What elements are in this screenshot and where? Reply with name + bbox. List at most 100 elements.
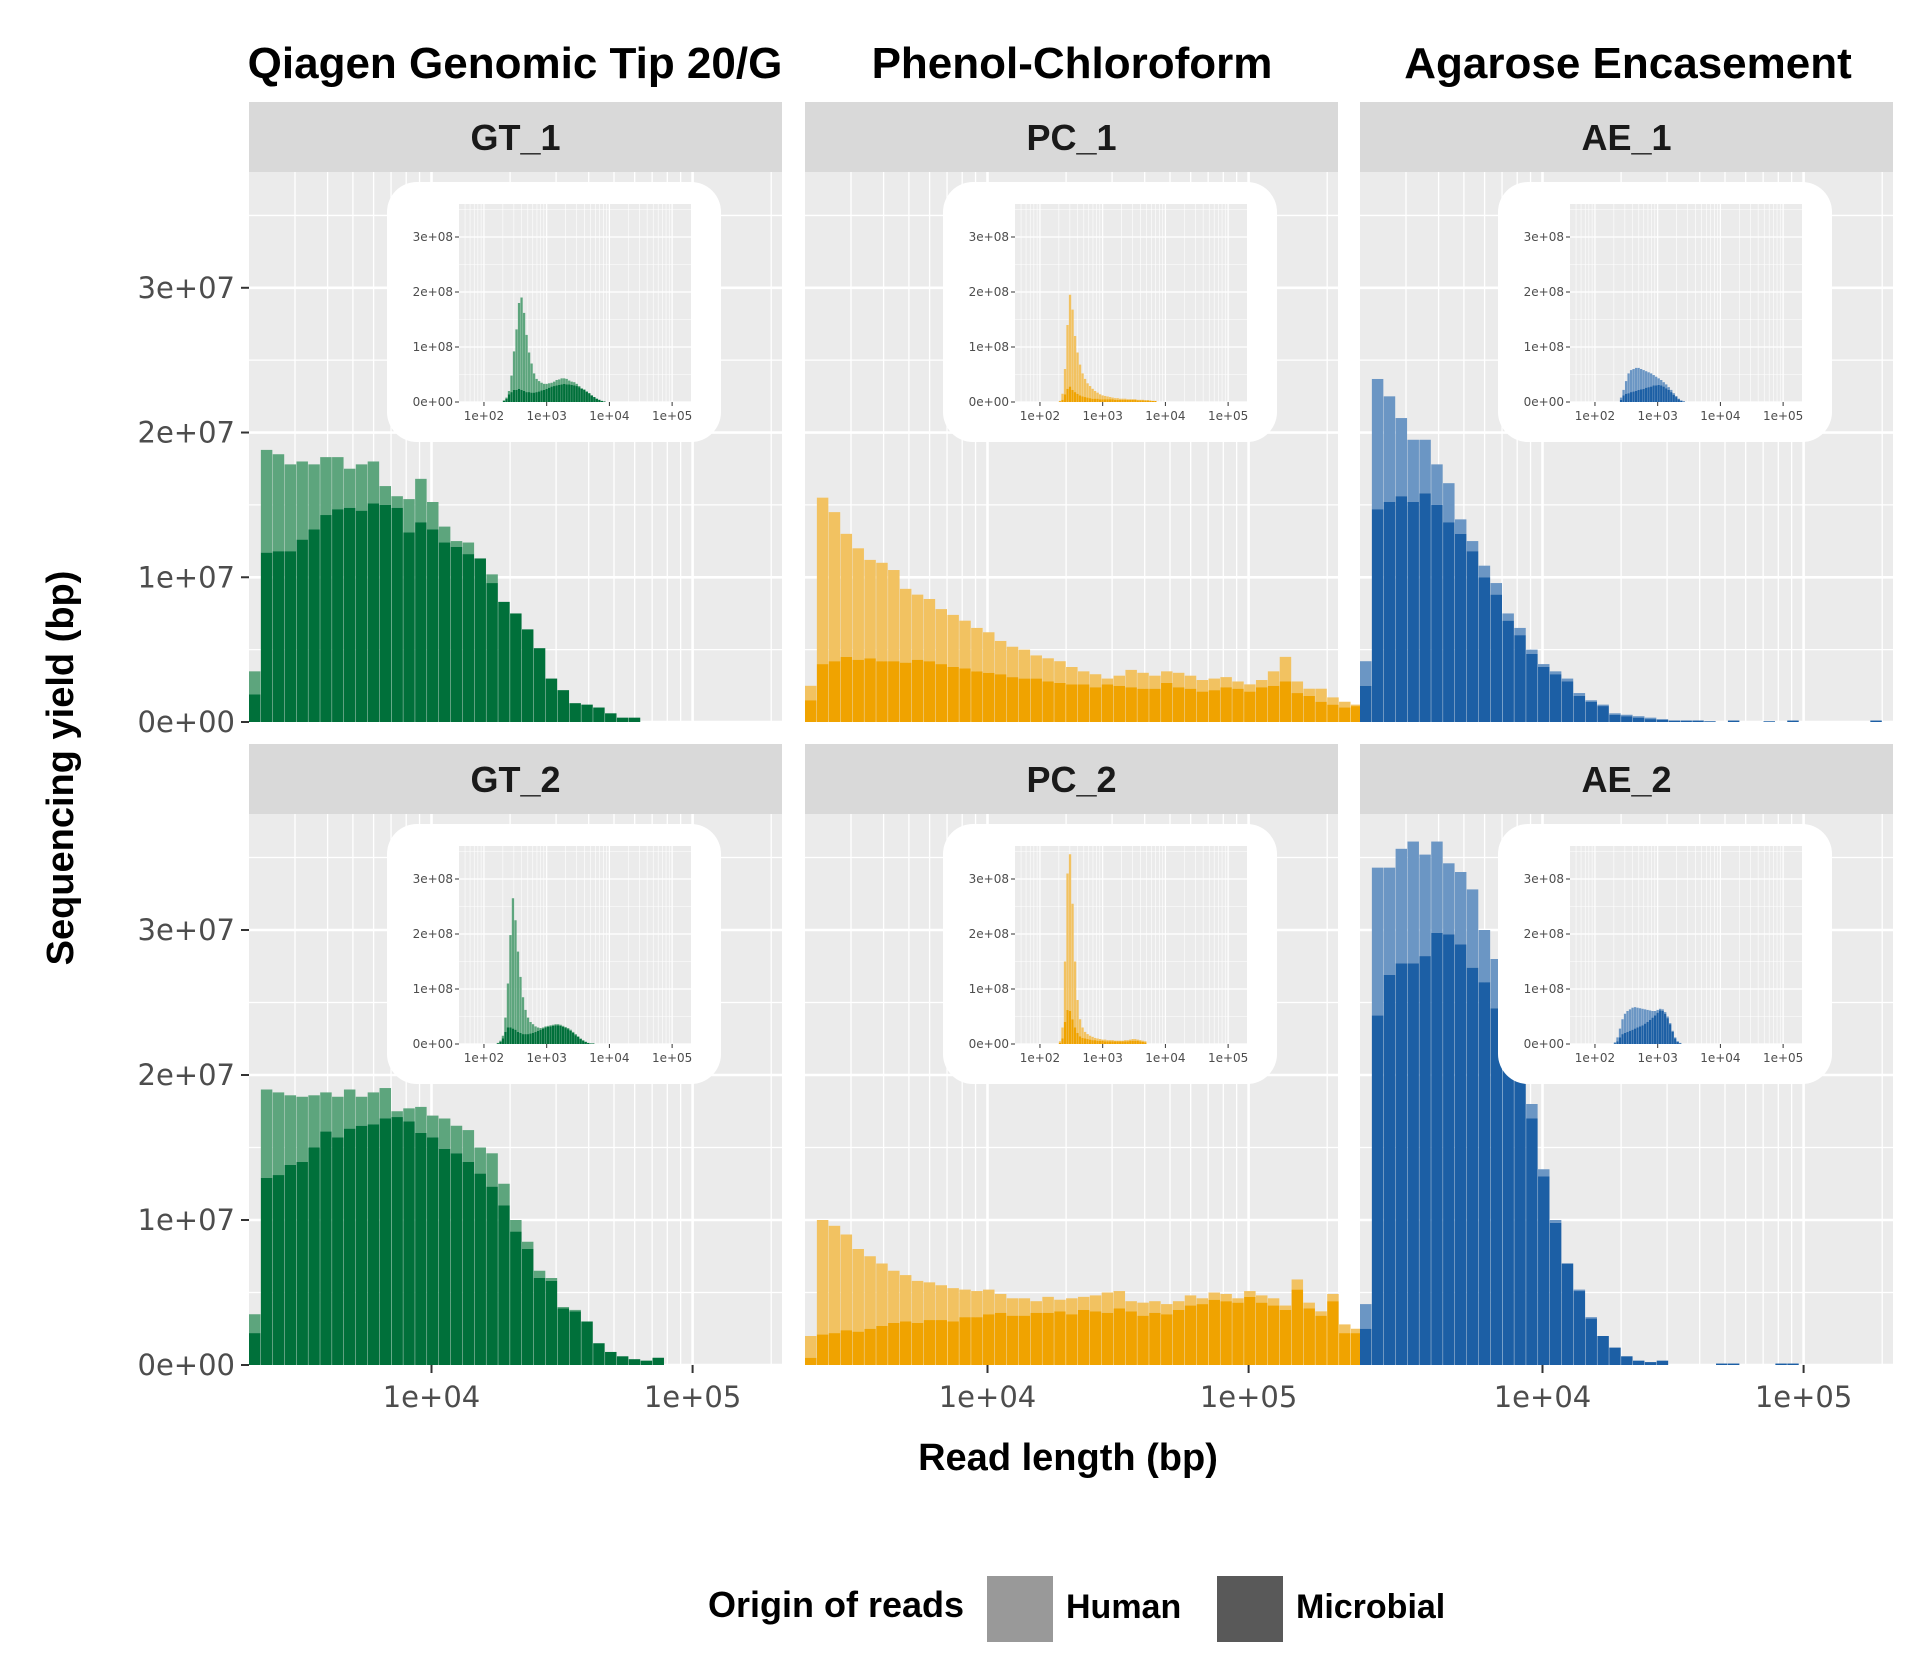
inset-bar-human bbox=[1116, 1040, 1119, 1042]
bar-microbial bbox=[427, 1137, 439, 1365]
inset-bar-human bbox=[1621, 1019, 1624, 1035]
bar-microbial bbox=[474, 1173, 486, 1365]
inset-bar-microbial bbox=[1121, 399, 1124, 402]
inset-bar-microbial bbox=[1613, 1043, 1617, 1044]
inset-bar-microbial bbox=[1633, 1028, 1637, 1044]
bar-microbial bbox=[805, 1357, 817, 1365]
x-tick-label: 1e+05 bbox=[644, 1380, 742, 1414]
bar-human bbox=[1407, 439, 1419, 502]
bar-microbial bbox=[1291, 693, 1304, 722]
bar-microbial bbox=[1371, 1015, 1384, 1365]
inset-bar-microbial bbox=[1146, 400, 1149, 402]
inset-bar-microbial bbox=[1058, 401, 1062, 402]
x-tick-label: 1e+05 bbox=[1200, 1380, 1298, 1414]
inset-bar-human bbox=[583, 389, 586, 390]
legend-label-human: Human bbox=[1066, 1588, 1181, 1626]
inset-y-tick-label: 2e+08 bbox=[969, 927, 1009, 941]
inset-bar-microbial bbox=[1667, 389, 1670, 402]
inset-bar-human bbox=[1068, 294, 1072, 387]
bar-human bbox=[899, 588, 912, 663]
inset-bar-microbial bbox=[1136, 400, 1139, 402]
inset-bar-microbial bbox=[1652, 385, 1655, 402]
bar-human bbox=[1042, 1296, 1054, 1313]
inset-y-tick-label: 0e+00 bbox=[1524, 395, 1564, 409]
inset-bar-human bbox=[544, 1026, 547, 1028]
bar-microbial bbox=[994, 674, 1007, 722]
inset-bar-human bbox=[1134, 1039, 1137, 1041]
bar-microbial bbox=[1255, 1302, 1268, 1365]
inset-bar-human bbox=[1121, 398, 1124, 400]
bar-microbial bbox=[367, 503, 380, 722]
inset-bar-microbial bbox=[1083, 1038, 1087, 1044]
bar-microbial bbox=[391, 1117, 403, 1365]
inset-bar-microbial bbox=[1651, 1017, 1654, 1044]
bar-human bbox=[923, 598, 936, 662]
inset-bar-human bbox=[522, 312, 526, 391]
bar-human bbox=[427, 502, 439, 530]
inset-x-tick-label: 1e+05 bbox=[1763, 409, 1803, 423]
bar-human bbox=[1149, 1301, 1161, 1313]
inset-bar-human bbox=[511, 898, 515, 1029]
inset-bar-human bbox=[1664, 1012, 1667, 1014]
bar-microbial bbox=[1538, 667, 1550, 722]
bar-microbial bbox=[1255, 687, 1268, 722]
bar-microbial bbox=[840, 1330, 853, 1365]
inset-bar-microbial bbox=[1676, 1041, 1679, 1044]
inset-bar-microbial bbox=[593, 397, 596, 402]
bar-human bbox=[367, 1092, 380, 1125]
bar-human bbox=[840, 1234, 853, 1331]
bar-human bbox=[474, 1147, 486, 1174]
inset-x-tick-label: 1e+02 bbox=[1020, 409, 1060, 423]
inset-bar-human bbox=[582, 1040, 585, 1041]
inset-bar-microbial bbox=[1091, 398, 1094, 402]
bar-microbial bbox=[1466, 551, 1479, 722]
inset-x-tick-label: 1e+04 bbox=[589, 1051, 629, 1065]
inset-bar-microbial bbox=[1106, 1041, 1109, 1044]
inset-bar-microbial bbox=[570, 384, 573, 402]
bar-human bbox=[1101, 1292, 1114, 1313]
inset-bar-human bbox=[1141, 399, 1144, 401]
inset-bar-microbial bbox=[545, 388, 548, 402]
inset-bar-human bbox=[515, 329, 518, 390]
inset-bar-microbial bbox=[501, 1038, 505, 1044]
bar-microbial bbox=[462, 554, 475, 722]
bar-microbial bbox=[876, 1325, 888, 1365]
bar-microbial bbox=[1538, 1176, 1550, 1365]
inset-bar-microbial bbox=[1657, 384, 1660, 402]
bar-microbial bbox=[1232, 688, 1244, 722]
bar-microbial bbox=[1042, 681, 1054, 722]
bar-microbial bbox=[581, 704, 593, 722]
inset-bar-microbial bbox=[592, 1043, 595, 1044]
inset-bar-human bbox=[550, 382, 553, 387]
bar-human bbox=[1395, 848, 1408, 964]
inset-bar-human bbox=[1076, 1000, 1079, 1033]
inset-bar-microbial bbox=[556, 1025, 560, 1044]
inset-bar-human bbox=[1141, 1040, 1144, 1042]
inset-bar-human bbox=[1643, 1009, 1647, 1024]
inset-bar-human bbox=[507, 391, 511, 395]
inset-bar-human bbox=[1061, 393, 1064, 400]
bar-microbial bbox=[1478, 982, 1491, 1365]
inset-bar-microbial bbox=[1669, 1024, 1672, 1044]
inset-bar-human bbox=[527, 352, 531, 393]
inset-bar-microbial bbox=[1141, 1041, 1144, 1044]
inset-bar-human bbox=[1670, 389, 1673, 393]
inset-bar-human bbox=[1103, 395, 1107, 400]
inset-bar-human bbox=[1119, 398, 1122, 400]
bar-human bbox=[533, 1270, 546, 1278]
inset-bar-human bbox=[1086, 1034, 1089, 1040]
inset-bar-human bbox=[1073, 961, 1077, 1028]
inset-bar-microbial bbox=[1098, 1040, 1102, 1044]
bar-human bbox=[864, 1256, 876, 1329]
inset-bar-human bbox=[1098, 1039, 1102, 1041]
inset-bar-human bbox=[558, 379, 561, 385]
inset-bar-human bbox=[1653, 1011, 1657, 1016]
inset-y-tick-label: 1e+08 bbox=[969, 982, 1009, 996]
bar-microbial bbox=[521, 1249, 534, 1365]
bar-human bbox=[320, 1092, 332, 1132]
bar-microbial bbox=[1680, 720, 1692, 722]
inset-bar-microbial bbox=[1144, 400, 1147, 402]
bar-human bbox=[1502, 613, 1514, 621]
inset-bar-human bbox=[1616, 1037, 1619, 1042]
inset-bar-microbial bbox=[1131, 1040, 1134, 1044]
